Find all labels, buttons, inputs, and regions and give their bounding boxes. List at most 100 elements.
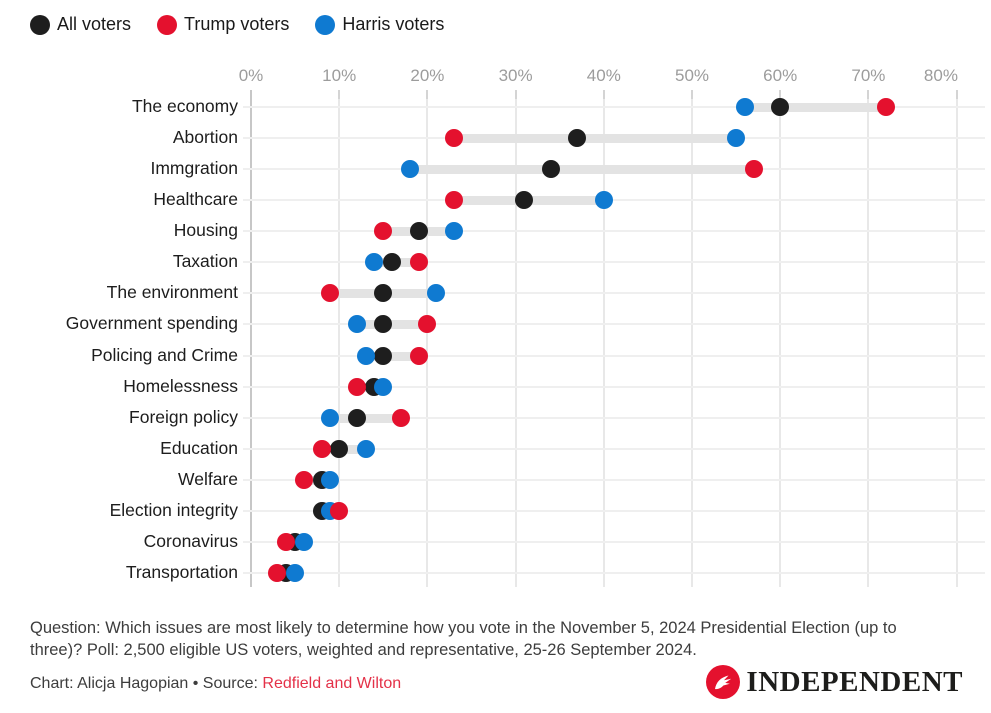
trump-voters-dot-icon xyxy=(157,14,178,35)
category-label: Housing xyxy=(173,220,238,240)
vertical-gridline xyxy=(338,90,341,587)
dot-harris-voters xyxy=(365,253,384,271)
connector-band xyxy=(744,102,887,112)
credit-prefix: Chart: Alicja Hagopian • Source: xyxy=(30,675,263,692)
category-label: Transportation xyxy=(125,562,238,582)
category-label: Healthcare xyxy=(153,189,238,209)
axis-tick-label: 50% xyxy=(674,66,710,85)
row-gridline xyxy=(243,572,985,574)
category-label: Government spending xyxy=(65,313,238,333)
dot-harris-voters xyxy=(321,409,340,427)
connector-band xyxy=(356,319,428,329)
dot-trump-voters xyxy=(347,378,366,396)
legend-item-all-voters[interactable]: All voters xyxy=(30,14,131,35)
source-link[interactable]: Redfield and Wilton xyxy=(262,675,402,692)
dot-trump-voters xyxy=(409,347,428,365)
category-label: Homelessness xyxy=(123,376,238,396)
axis-line xyxy=(250,90,252,587)
dot-all-voters xyxy=(383,253,402,271)
vertical-gridline xyxy=(691,90,693,587)
axis-tick-label: 80% xyxy=(923,66,958,85)
credit-line: Chart: Alicja Hagopian • Source: Redfiel… xyxy=(30,675,401,693)
dot-trump-voters xyxy=(312,440,331,458)
axis-tick-label: 70% xyxy=(851,66,886,85)
dot-trump-voters xyxy=(444,129,463,147)
dot-all-voters xyxy=(568,129,587,147)
category-label: Election integrity xyxy=(109,500,238,520)
dot-all-voters xyxy=(347,409,366,427)
dot-trump-voters xyxy=(374,222,393,240)
axis-tick xyxy=(602,90,605,99)
axis-tick-label: 10% xyxy=(322,66,357,85)
dot-all-voters xyxy=(374,347,393,365)
dot-harris-voters xyxy=(374,378,393,396)
axis-tick-label: 40% xyxy=(586,66,621,85)
dot-harris-voters xyxy=(400,160,419,178)
vertical-gridline xyxy=(779,90,782,587)
category-label: Taxation xyxy=(172,251,238,271)
dot-trump-voters xyxy=(321,284,340,302)
legend-item-harris-voters[interactable]: Harris voters xyxy=(315,14,444,35)
dot-trump-voters xyxy=(268,564,287,582)
category-label: Coronavirus xyxy=(143,531,238,551)
vertical-gridline xyxy=(426,90,429,587)
dot-trump-voters xyxy=(744,160,763,178)
dot-trump-voters xyxy=(409,253,428,271)
axis-tick xyxy=(867,90,870,99)
vertical-gridline xyxy=(514,90,517,587)
dot-all-voters xyxy=(541,160,560,178)
harris-voters-dot-icon xyxy=(315,14,336,35)
logo-wordmark: INDEPENDENT xyxy=(746,666,963,698)
category-label: Education xyxy=(160,438,238,458)
row-gridline xyxy=(243,479,985,481)
row-gridline xyxy=(243,448,985,450)
category-label: The environment xyxy=(106,282,238,302)
axis-tick-label: 0% xyxy=(238,66,264,85)
dot-all-voters xyxy=(409,222,428,240)
eagle-icon xyxy=(706,665,741,699)
category-label: Abortion xyxy=(172,127,238,147)
dot-all-voters xyxy=(771,98,790,116)
dot-harris-voters xyxy=(286,564,305,582)
dot-trump-voters xyxy=(444,191,463,209)
dot-harris-voters xyxy=(594,191,613,209)
row-gridline xyxy=(243,323,985,325)
all-voters-dot-icon xyxy=(30,14,50,35)
row-gridline xyxy=(243,417,985,419)
axis-tick-label: 30% xyxy=(498,66,533,85)
dot-harris-voters xyxy=(356,347,375,365)
connector-band xyxy=(409,164,754,174)
legend-label: Harris voters xyxy=(342,14,445,34)
category-label: The economy xyxy=(131,96,238,116)
axis-tick xyxy=(426,90,429,99)
row-gridline xyxy=(243,355,985,357)
axis-tick-label: 60% xyxy=(763,66,798,85)
dot-trump-voters xyxy=(877,98,896,116)
dot-trump-voters xyxy=(418,315,437,333)
dot-all-voters xyxy=(374,315,393,333)
row-gridline xyxy=(243,199,985,201)
legend-label: All voters xyxy=(57,14,132,34)
category-label: Policing and Crime xyxy=(91,345,238,365)
vertical-gridline xyxy=(867,90,870,587)
legend-label: Trump voters xyxy=(184,14,290,34)
row-gridline xyxy=(243,510,985,512)
row-gridline xyxy=(243,106,985,108)
connector-band xyxy=(365,351,419,361)
dot-harris-voters xyxy=(356,440,375,458)
legend: All voters Trump voters Harris voters xyxy=(30,14,444,35)
axis-tick xyxy=(955,90,958,99)
axis-tick-label: 20% xyxy=(410,66,445,85)
category-label: Welfare xyxy=(178,469,238,489)
legend-item-trump-voters[interactable]: Trump voters xyxy=(157,14,289,35)
row-gridline xyxy=(243,292,985,294)
row-gridline xyxy=(243,386,985,388)
dot-harris-voters xyxy=(735,98,754,116)
category-label: Immgration xyxy=(150,158,238,178)
dot-harris-voters xyxy=(347,315,366,333)
axis-tick xyxy=(338,90,341,99)
vertical-gridline xyxy=(602,90,605,587)
category-label: Foreign policy xyxy=(129,407,238,427)
dot-harris-voters xyxy=(321,471,340,489)
